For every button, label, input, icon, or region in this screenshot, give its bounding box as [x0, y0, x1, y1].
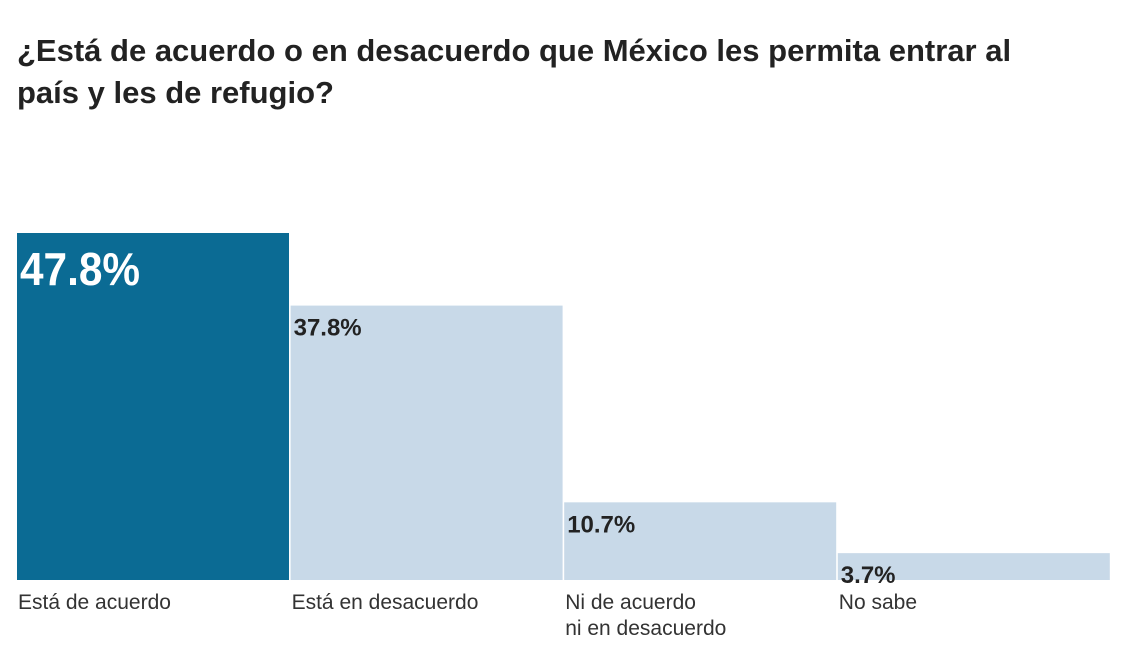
category-label: Está en desacuerdo — [291, 591, 479, 614]
chart-title: ¿Está de acuerdo o en desacuerdo que Méx… — [17, 33, 1012, 110]
bar — [564, 502, 837, 580]
category-label: Ni de acuerdo ni en desacuerdo — [565, 591, 727, 640]
bar — [837, 553, 1110, 580]
data-label: 47.8% — [20, 243, 140, 295]
category-label: Está de acuerdo — [18, 591, 171, 614]
bar — [17, 233, 289, 580]
data-label: 10.7% — [567, 511, 635, 538]
category-label: No sabe — [838, 591, 918, 614]
bar — [290, 305, 563, 580]
data-label: 3.7% — [841, 562, 896, 589]
data-label: 37.8% — [294, 315, 362, 342]
